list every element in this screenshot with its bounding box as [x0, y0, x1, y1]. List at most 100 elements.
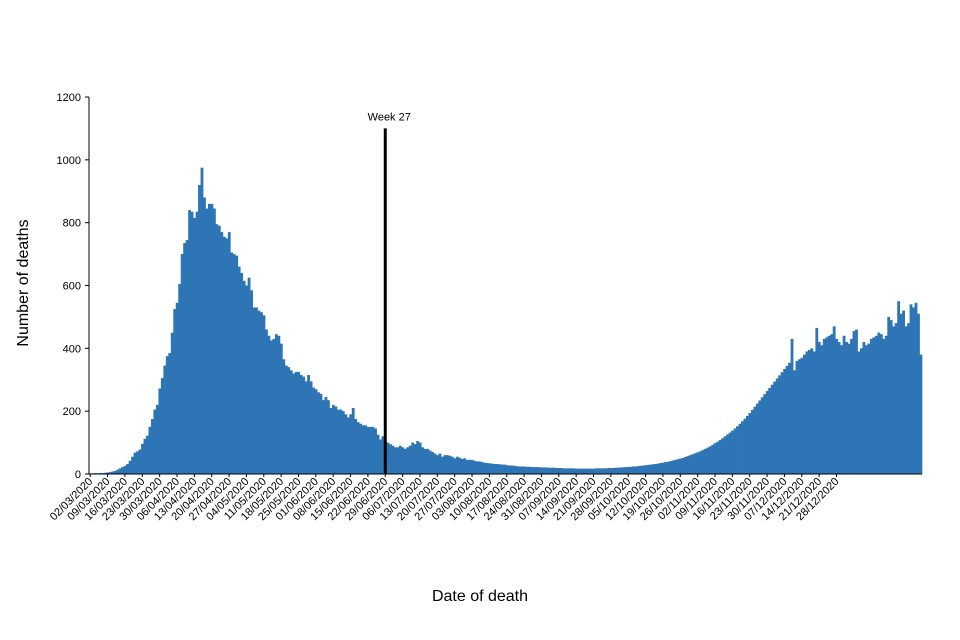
bar: [639, 465, 643, 474]
bar: [498, 464, 501, 474]
bar: [230, 252, 234, 474]
bar: [688, 455, 692, 474]
bar: [463, 458, 467, 474]
y-tick-label: 400: [63, 343, 81, 355]
bar: [257, 310, 261, 474]
bar: [381, 436, 385, 474]
bar: [512, 465, 516, 474]
bar: [386, 442, 390, 474]
bar: [200, 167, 204, 474]
bar: [331, 404, 335, 474]
bar: [869, 338, 873, 474]
bar: [237, 266, 241, 474]
bar: [850, 338, 853, 474]
bar: [185, 239, 189, 474]
bar: [401, 447, 405, 474]
bar: [465, 459, 469, 474]
bar: [602, 468, 606, 474]
bar: [329, 408, 333, 474]
bar: [912, 307, 915, 474]
bar: [153, 409, 157, 474]
bar: [624, 467, 628, 474]
bar: [741, 421, 744, 474]
bar: [902, 310, 905, 474]
bar: [545, 467, 548, 474]
bar: [190, 211, 194, 475]
bar: [453, 458, 457, 474]
bar: [636, 466, 640, 474]
bar: [327, 400, 330, 474]
bar: [247, 277, 251, 474]
y-tick-label: 600: [63, 281, 81, 293]
bar: [160, 378, 164, 474]
bar: [446, 455, 449, 474]
bar: [612, 468, 615, 474]
bar: [775, 378, 779, 474]
bar: [547, 467, 551, 474]
bar: [763, 394, 767, 474]
bar: [212, 208, 216, 474]
bar: [269, 340, 273, 474]
bar: [860, 348, 863, 474]
bar: [852, 331, 856, 474]
y-axis-title: Number of deaths: [15, 219, 32, 346]
bar: [480, 462, 484, 474]
bar: [284, 365, 288, 474]
bar: [899, 313, 903, 474]
bar: [555, 468, 558, 474]
bar: [686, 456, 690, 474]
bar: [914, 302, 918, 474]
bar: [448, 455, 452, 474]
bar: [631, 466, 635, 474]
bar: [778, 375, 782, 474]
bar: [679, 458, 682, 474]
bar: [364, 425, 368, 474]
bar: [473, 460, 477, 474]
bar: [701, 450, 705, 474]
bar: [676, 459, 680, 474]
bar: [113, 470, 117, 474]
bar: [669, 461, 672, 474]
bar: [450, 456, 454, 474]
bar: [887, 316, 891, 474]
bar: [644, 465, 648, 474]
bar: [299, 375, 303, 474]
bar: [567, 468, 571, 474]
bar: [468, 459, 472, 474]
bar: [659, 463, 663, 474]
bar: [289, 370, 293, 474]
bar: [277, 335, 281, 474]
bar: [574, 468, 578, 474]
bar: [265, 329, 268, 474]
bar: [416, 441, 420, 474]
bar: [369, 426, 372, 475]
bar: [837, 342, 841, 474]
bar: [441, 456, 444, 474]
bar: [827, 335, 831, 474]
bar: [106, 472, 110, 474]
bar: [565, 468, 568, 474]
bar: [768, 387, 772, 474]
bar: [713, 443, 717, 474]
bar: [579, 468, 583, 474]
bar: [634, 466, 638, 474]
bar: [557, 468, 561, 474]
week-27-annotation: Week 27: [368, 111, 411, 123]
bar: [366, 426, 370, 475]
bar: [354, 419, 358, 474]
bar: [800, 357, 804, 474]
bar: [877, 332, 881, 475]
bar: [706, 447, 710, 474]
bar: [431, 452, 434, 474]
bar: [205, 208, 209, 474]
bar: [562, 468, 566, 474]
bar: [118, 468, 122, 474]
bar: [738, 423, 742, 474]
bar: [750, 409, 754, 474]
bar: [168, 353, 172, 474]
bar: [674, 459, 677, 474]
bar: [909, 304, 913, 474]
bar: [203, 197, 206, 474]
bar: [788, 362, 791, 474]
y-tick-label: 1000: [57, 155, 81, 167]
